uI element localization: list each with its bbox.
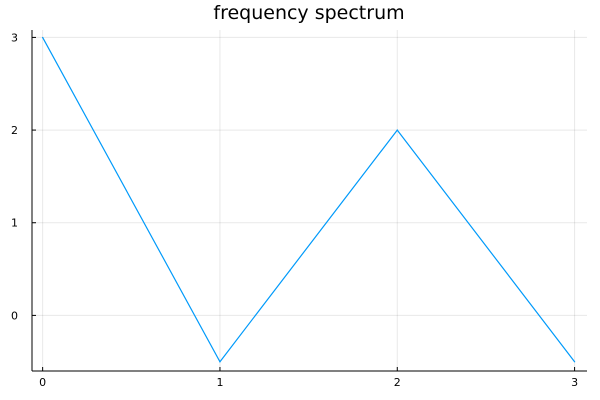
y-tick-label: 3 (11, 31, 18, 44)
data-point (219, 361, 221, 363)
axes (31, 30, 587, 372)
data-point (573, 361, 576, 363)
x-tick-label: 2 (394, 376, 401, 389)
data-point (396, 129, 398, 131)
y-tick-label: 0 (11, 309, 18, 322)
series-line (42, 37, 576, 363)
chart-title: frequency spectrum (213, 2, 404, 24)
y-tick-label: 2 (11, 124, 18, 137)
x-tick-label: 1 (216, 376, 223, 389)
x-ticks: 0 1 2 3 (39, 367, 578, 389)
y-tick-label: 1 (11, 217, 18, 230)
y-ticks: 0 1 2 3 (11, 31, 36, 322)
data-point (42, 36, 44, 39)
grid (32, 30, 587, 371)
x-tick-label: 0 (39, 376, 46, 389)
series (42, 36, 576, 363)
x-tick-label: 3 (571, 376, 578, 389)
